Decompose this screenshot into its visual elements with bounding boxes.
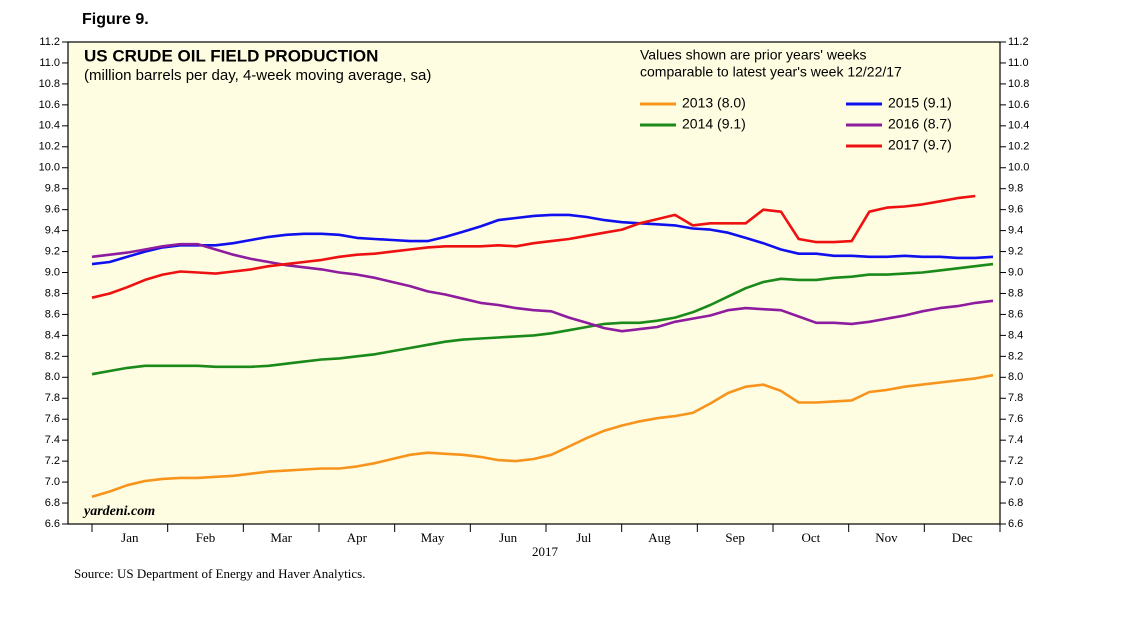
y2-tick-label: 8.0: [1008, 371, 1023, 383]
x-tick-label: Nov: [875, 530, 898, 545]
y-tick-label: 8.6: [45, 308, 60, 320]
y2-tick-label: 8.2: [1008, 350, 1023, 362]
y-tick-label: 11.0: [39, 57, 60, 69]
y-tick-label: 9.6: [45, 204, 60, 216]
x-tick-label: Aug: [648, 530, 671, 545]
x-tick-label: Jul: [576, 530, 592, 545]
y2-tick-label: 7.0: [1008, 476, 1023, 488]
x-tick-label: Sep: [725, 530, 745, 545]
plot-area: [67, 41, 1001, 525]
legend-label: 2017 (9.7): [888, 137, 952, 153]
y-tick-label: 7.6: [45, 413, 60, 425]
y-tick-label: 9.8: [45, 183, 60, 195]
y2-tick-label: 10.8: [1008, 78, 1029, 90]
y-tick-label: 7.8: [45, 392, 60, 404]
y-tick-label: 7.4: [45, 434, 60, 446]
y-tick-label: 10.2: [39, 141, 60, 153]
y2-tick-label: 7.6: [1008, 413, 1023, 425]
source: Source: US Department of Energy and Have…: [74, 566, 365, 581]
y2-tick-label: 10.0: [1008, 162, 1029, 174]
y-tick-label: 9.2: [45, 245, 60, 257]
y-tick-label: 6.8: [45, 497, 60, 509]
legend-label: 2016 (8.7): [888, 116, 952, 132]
y-tick-label: 11.2: [39, 36, 60, 48]
y-tick-label: 8.2: [45, 350, 60, 362]
x-tick-label: Feb: [196, 530, 216, 545]
chart-title: US CRUDE OIL FIELD PRODUCTION: [84, 46, 378, 65]
watermark: yardeni.com: [82, 504, 155, 519]
y2-tick-label: 8.4: [1008, 329, 1023, 341]
line-series: [91, 262, 994, 376]
y2-tick-label: 7.4: [1008, 434, 1023, 446]
y2-tick-label: 9.2: [1008, 245, 1023, 257]
line-series: [91, 242, 994, 333]
y2-tick-label: 10.6: [1008, 99, 1029, 111]
y-tick-label: 8.4: [45, 329, 60, 341]
x-tick-label: May: [421, 530, 445, 545]
x-tick-label: Oct: [801, 530, 820, 545]
y-tick-label: 8.0: [45, 371, 60, 383]
y2-tick-label: 9.4: [1008, 225, 1023, 237]
y-tick-label: 10.6: [39, 99, 60, 111]
y2-tick-label: 11.2: [1008, 36, 1029, 48]
line-series: [91, 194, 976, 299]
y-tick-label: 7.2: [45, 455, 60, 467]
y2-tick-label: 7.2: [1008, 455, 1023, 467]
y2-tick-label: 7.8: [1008, 392, 1023, 404]
y2-tick-label: 10.2: [1008, 141, 1029, 153]
y-tick-label: 6.6: [45, 518, 60, 530]
legend-label: 2014 (9.1): [682, 116, 746, 132]
x-tick-label: Apr: [347, 530, 368, 545]
y-tick-label: 7.0: [45, 476, 60, 488]
line-series: [91, 373, 994, 499]
y2-tick-label: 8.8: [1008, 287, 1023, 299]
chart-subtitle: (million barrels per day, 4-week moving …: [84, 67, 431, 84]
y2-tick-label: 11.0: [1008, 57, 1029, 69]
y-tick-label: 10.8: [39, 78, 60, 90]
annotation: comparable to latest year's week 12/22/1…: [640, 64, 902, 80]
legend-label: 2015 (9.1): [888, 95, 952, 111]
line-series: [91, 213, 994, 266]
y2-tick-label: 6.8: [1008, 497, 1023, 509]
y-tick-label: 9.0: [45, 266, 60, 278]
y-tick-label: 8.8: [45, 287, 60, 299]
x-axis-label: 2017: [532, 544, 559, 559]
annotation: Values shown are prior years' weeks: [640, 47, 867, 63]
y2-tick-label: 9.6: [1008, 204, 1023, 216]
y2-tick-label: 8.6: [1008, 308, 1023, 320]
legend-label: 2013 (8.0): [682, 95, 746, 111]
y2-tick-label: 6.6: [1008, 518, 1023, 530]
x-tick-label: Jan: [121, 530, 139, 545]
x-tick-label: Dec: [952, 530, 973, 545]
y-tick-label: 9.4: [45, 225, 60, 237]
x-tick-label: Mar: [270, 530, 292, 545]
x-tick-label: Jun: [499, 530, 518, 545]
figure-label: Figure 9.: [82, 11, 149, 28]
y-tick-label: 10.0: [39, 162, 60, 174]
y2-tick-label: 10.4: [1008, 120, 1029, 132]
y2-tick-label: 9.0: [1008, 266, 1023, 278]
y2-tick-label: 9.8: [1008, 183, 1023, 195]
y-tick-label: 10.4: [39, 120, 60, 132]
